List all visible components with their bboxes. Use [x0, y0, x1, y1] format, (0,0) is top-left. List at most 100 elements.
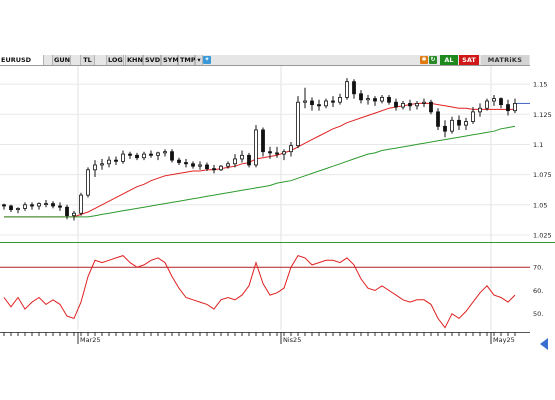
x-axis-label: Mar25 — [80, 336, 101, 344]
ohlc-bar — [135, 152, 139, 161]
buy-button[interactable]: AL — [440, 55, 458, 65]
ohlc-bar — [226, 161, 230, 169]
ohlc-bar — [492, 94, 496, 106]
ohlc-bar — [499, 97, 503, 109]
ohlc-bar — [149, 150, 153, 158]
price-tick-label: 1.15 — [533, 81, 547, 89]
price-tick-label: 1.025 — [533, 231, 552, 239]
x-axis-label: May25 — [493, 336, 515, 344]
ohlc-bar — [261, 127, 265, 157]
ohlc-bar — [9, 204, 13, 213]
ohlc-bar — [415, 101, 419, 110]
oscillator-line — [3, 255, 516, 329]
ohlc-bar — [310, 97, 314, 111]
ohlc-bar — [247, 152, 251, 168]
ohlc-bar — [464, 117, 468, 130]
ohlc-bar — [170, 149, 174, 163]
ohlc-bar — [282, 149, 286, 161]
symbol-field[interactable]: EURUSD — [0, 55, 44, 65]
ohlc-bar — [345, 78, 349, 100]
moving-average-green — [4, 125, 516, 218]
ohlc-bar — [289, 142, 293, 157]
lightning-icon[interactable]: ✱ — [420, 56, 428, 64]
ohlc-bar — [506, 99, 510, 116]
ohlc-bar — [44, 199, 48, 208]
oscillator-tick-label: 60. — [533, 287, 543, 295]
price-axis-area — [530, 66, 555, 332]
ohlc-bar — [142, 151, 146, 161]
log-button[interactable]: LOG — [106, 55, 124, 65]
ohlc-bar — [485, 98, 489, 111]
currency-button[interactable]: TL — [80, 55, 95, 65]
ohlc-bar — [380, 94, 384, 104]
ohlc-bar — [156, 151, 160, 161]
ohlc-bar — [359, 90, 363, 104]
ohlc-bar — [387, 94, 391, 105]
ohlc-bar — [408, 99, 412, 111]
ohlc-bar — [79, 192, 83, 216]
ohlc-bar — [401, 101, 405, 110]
ohlc-bar — [429, 99, 433, 115]
x-axis-label: Nis25 — [283, 336, 301, 344]
ohlc-bar — [128, 151, 132, 159]
ohlc-bar — [240, 150, 244, 163]
ohlc-bar — [184, 158, 188, 168]
chart-toolbar: EURUSD GUN TL LOG KHN SVD SYM TMP ▾ ✦ ✱ … — [0, 55, 530, 66]
ohlc-bar — [443, 120, 447, 138]
price-tick-label: 1.125 — [533, 111, 552, 119]
tmp-button[interactable]: TMP — [178, 55, 196, 65]
ohlc-bar — [107, 156, 111, 168]
ohlc-bar — [317, 99, 321, 111]
ohlc-bar — [37, 202, 41, 210]
ohlc-bar — [16, 207, 20, 214]
sym-button[interactable]: SYM — [161, 55, 179, 65]
ohlc-bar — [513, 98, 517, 114]
ohlc-bar — [352, 79, 356, 99]
ohlc-bar — [2, 203, 6, 210]
price-tick-label: 1.075 — [533, 171, 552, 179]
ohlc-bar — [72, 210, 76, 221]
khn-button[interactable]: KHN — [125, 55, 143, 65]
ohlc-bar — [373, 96, 377, 106]
ohlc-bar — [331, 96, 335, 108]
ohlc-bar — [191, 161, 195, 169]
ohlc-bar — [422, 98, 426, 108]
price-tick-label: 1.05 — [533, 201, 547, 209]
period-button[interactable]: GUN — [52, 55, 71, 65]
ohlc-bar — [275, 146, 279, 158]
ohlc-bar — [303, 87, 307, 109]
ohlc-bar — [205, 162, 209, 171]
scroll-right-icon[interactable] — [540, 338, 548, 350]
ohlc-bar — [198, 161, 202, 170]
ohlc-bar — [478, 103, 482, 117]
ohlc-bar — [296, 96, 300, 149]
ohlc-bar — [233, 154, 237, 168]
ohlc-bar — [86, 167, 90, 198]
sell-button[interactable]: SAT — [459, 55, 479, 65]
ohlc-bar — [30, 202, 34, 210]
refresh-icon[interactable]: ↻ — [429, 56, 437, 64]
ohlc-bar — [219, 164, 223, 171]
ohlc-bar — [58, 202, 62, 211]
ohlc-bar — [100, 158, 104, 170]
ohlc-bar — [121, 150, 125, 164]
brand-logo: MATRiKS — [481, 55, 529, 65]
dropdown-arrow-icon[interactable]: ▾ — [195, 55, 203, 65]
ohlc-bar — [51, 201, 55, 209]
ohlc-bar — [324, 98, 328, 109]
ohlc-bar — [394, 98, 398, 111]
ohlc-bar — [114, 156, 118, 165]
ohlc-bar — [65, 204, 69, 220]
ohlc-bar — [268, 146, 272, 159]
svd-button[interactable]: SVD — [143, 55, 161, 65]
ohlc-bar — [471, 107, 475, 124]
ohlc-bar — [177, 157, 181, 165]
ohlc-bar — [366, 94, 370, 105]
oscillator-tick-label: 70. — [533, 264, 543, 272]
ohlc-bar — [254, 125, 258, 168]
ohlc-bar — [23, 202, 27, 211]
ohlc-bar — [212, 164, 216, 174]
ohlc-bar — [93, 160, 97, 178]
twitter-icon[interactable]: ✦ — [203, 56, 211, 64]
ohlc-bar — [457, 115, 461, 130]
